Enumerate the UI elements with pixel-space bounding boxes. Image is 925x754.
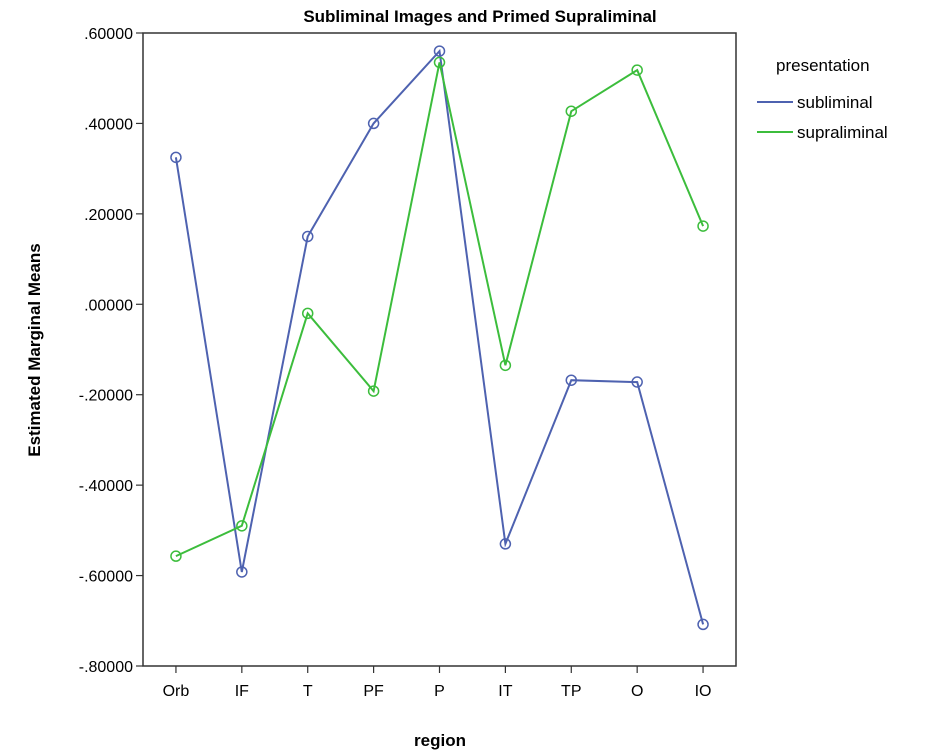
data-point-supraliminal — [367, 385, 380, 397]
data-point-subliminal — [697, 618, 709, 631]
y-axis-title: Estimated Marginal Means — [25, 243, 44, 457]
x-tick-label: IT — [498, 683, 512, 700]
legend-label-supraliminal: supraliminal — [797, 123, 888, 142]
data-point-supraliminal — [236, 520, 248, 532]
y-tick-label: -.20000 — [79, 388, 133, 405]
series-line-supraliminal — [175, 62, 705, 558]
x-tick-label: IO — [695, 683, 712, 700]
data-point-subliminal — [367, 117, 380, 130]
series-layer — [170, 45, 709, 631]
data-point-subliminal — [499, 538, 512, 550]
data-point-supraliminal — [170, 550, 182, 562]
data-point-supraliminal — [565, 105, 578, 117]
data-point-subliminal — [170, 151, 182, 164]
y-tick-label: -.60000 — [79, 569, 133, 586]
data-point-subliminal — [565, 374, 578, 386]
x-tick-label: O — [631, 683, 643, 700]
data-point-supraliminal — [301, 307, 314, 320]
x-tick-label: Orb — [163, 683, 190, 700]
x-axis-title: region — [414, 731, 466, 750]
data-point-subliminal — [301, 230, 314, 243]
legend-label-subliminal: subliminal — [797, 93, 873, 112]
data-point-subliminal — [433, 45, 446, 57]
plot-area — [142, 32, 737, 667]
chart-title: Subliminal Images and Primed Supralimina… — [303, 7, 656, 26]
y-tick-label: -.80000 — [79, 659, 133, 676]
y-tick-label: .00000 — [84, 297, 133, 314]
legend-title: presentation — [776, 56, 870, 75]
y-axis: .60000 .40000 .20000 .00000 -.20000 -.40000 -.… — [79, 26, 143, 676]
legend: subliminal supraliminal — [757, 93, 888, 142]
data-point-supraliminal — [631, 64, 643, 76]
data-point-supraliminal — [499, 359, 512, 372]
x-tick-label: PF — [363, 683, 384, 700]
x-tick-label: P — [434, 683, 445, 700]
x-tick-label: T — [303, 683, 313, 700]
data-point-subliminal — [236, 566, 248, 578]
y-tick-label: -.40000 — [79, 478, 133, 495]
y-tick-label: .60000 — [84, 26, 133, 43]
x-tick-label: TP — [561, 683, 581, 700]
data-point-subliminal — [631, 376, 643, 388]
x-axis: Orb IF T PF P IT TP O IO — [163, 666, 712, 700]
data-point-supraliminal — [697, 220, 709, 232]
x-tick-label: IF — [235, 683, 249, 700]
y-tick-label: .40000 — [84, 116, 133, 133]
y-tick-label: .20000 — [84, 207, 133, 224]
data-point-supraliminal — [433, 56, 446, 69]
series-line-subliminal — [174, 48, 705, 625]
